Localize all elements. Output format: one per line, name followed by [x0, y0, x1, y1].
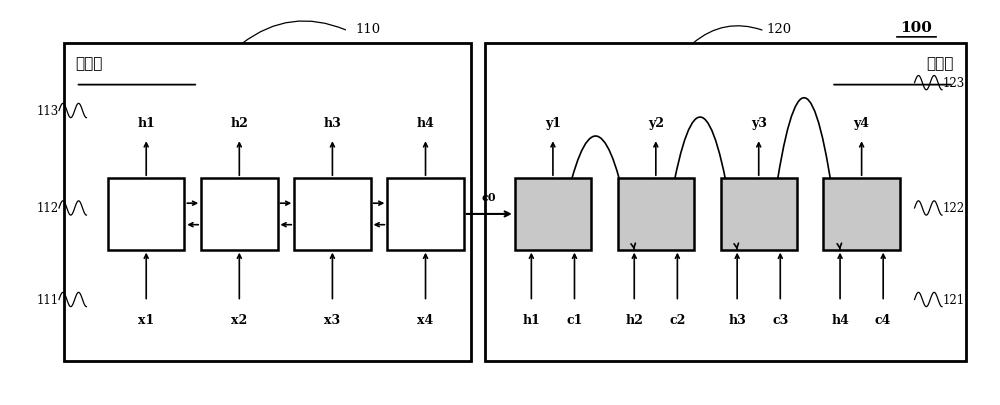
FancyBboxPatch shape — [823, 179, 900, 250]
FancyBboxPatch shape — [618, 179, 694, 250]
Text: y4: y4 — [854, 117, 870, 130]
Text: x3: x3 — [324, 313, 340, 326]
FancyBboxPatch shape — [201, 179, 278, 250]
Text: 解码器: 解码器 — [926, 55, 954, 70]
Text: h3: h3 — [728, 313, 746, 326]
Text: x4: x4 — [417, 313, 434, 326]
Text: 110: 110 — [355, 23, 380, 36]
Text: y2: y2 — [648, 117, 664, 130]
FancyBboxPatch shape — [64, 44, 471, 361]
Text: h4: h4 — [417, 117, 434, 130]
FancyBboxPatch shape — [294, 179, 371, 250]
Text: y3: y3 — [751, 117, 767, 130]
FancyBboxPatch shape — [485, 44, 966, 361]
Text: 123: 123 — [943, 77, 965, 90]
FancyBboxPatch shape — [515, 179, 591, 250]
Text: 122: 122 — [943, 202, 965, 215]
Text: h1: h1 — [522, 313, 540, 326]
Text: c1: c1 — [566, 313, 583, 326]
Text: 编码器: 编码器 — [76, 55, 103, 70]
Text: y1: y1 — [545, 117, 561, 130]
Text: c2: c2 — [669, 313, 686, 326]
Text: c4: c4 — [875, 313, 891, 326]
Text: 113: 113 — [37, 105, 59, 118]
Text: h1: h1 — [137, 117, 155, 130]
FancyBboxPatch shape — [720, 179, 797, 250]
Text: 121: 121 — [943, 293, 965, 306]
FancyBboxPatch shape — [387, 179, 464, 250]
Text: c0: c0 — [482, 192, 496, 202]
Text: c3: c3 — [772, 313, 788, 326]
Text: 120: 120 — [767, 23, 792, 36]
Text: h3: h3 — [324, 117, 341, 130]
Text: x1: x1 — [138, 313, 154, 326]
Text: x2: x2 — [231, 313, 247, 326]
FancyBboxPatch shape — [108, 179, 184, 250]
Text: 100: 100 — [901, 21, 932, 35]
Text: 111: 111 — [37, 293, 59, 306]
Text: h2: h2 — [230, 117, 248, 130]
Text: h2: h2 — [625, 313, 643, 326]
Text: 112: 112 — [37, 202, 59, 215]
Text: h4: h4 — [831, 313, 849, 326]
